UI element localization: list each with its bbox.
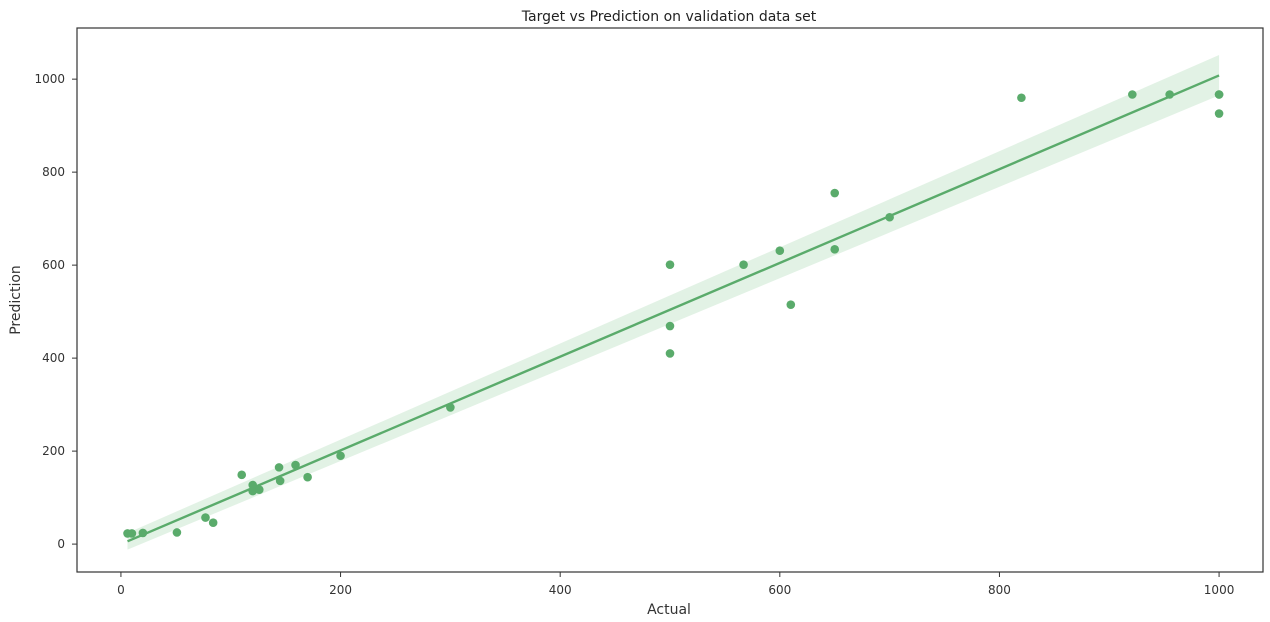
- data-point: [275, 476, 285, 486]
- y-tick-label: 0: [57, 537, 65, 551]
- data-point: [336, 451, 345, 461]
- data-point: [786, 300, 796, 309]
- data-point: [1214, 90, 1224, 99]
- chart-title: Target vs Prediction on validation data …: [521, 9, 817, 25]
- data-point: [885, 212, 894, 222]
- x-axis-label: Actual: [647, 602, 691, 618]
- data-point: [446, 403, 455, 412]
- data-point: [1165, 90, 1174, 99]
- y-tick-label: 600: [42, 258, 65, 272]
- data-point: [1017, 93, 1026, 103]
- data-point: [1128, 90, 1137, 99]
- x-tick-label: 0: [117, 583, 125, 597]
- regression-line: [127, 74, 1220, 543]
- data-point: [208, 518, 218, 528]
- data-point: [665, 321, 675, 331]
- data-point: [1214, 109, 1224, 118]
- x-tick-label: 400: [549, 583, 572, 597]
- data-point: [274, 463, 284, 472]
- y-tick-label: 200: [42, 444, 65, 458]
- x-tick-label: 200: [329, 583, 352, 597]
- data-point: [830, 188, 840, 198]
- y-tick-label: 400: [42, 351, 65, 365]
- data-point: [303, 472, 312, 482]
- data-point: [830, 245, 840, 254]
- confidence-band: [127, 54, 1220, 550]
- data-point: [775, 246, 785, 256]
- data-point: [237, 470, 247, 480]
- data-point: [291, 460, 300, 470]
- data-point: [127, 529, 137, 538]
- y-tick-label: 1000: [34, 72, 65, 86]
- data-point: [138, 528, 148, 538]
- data-point: [739, 260, 748, 269]
- x-tick-label: 800: [988, 583, 1011, 597]
- data-point: [201, 513, 210, 522]
- plot-frame: [76, 27, 1264, 573]
- data-point: [248, 480, 258, 490]
- data-point: [254, 485, 264, 495]
- data-point: [172, 528, 182, 537]
- data-point: [665, 349, 675, 358]
- data-point: [665, 260, 675, 269]
- x-tick-label: 1000: [1204, 583, 1235, 597]
- y-tick-label: 800: [42, 165, 65, 179]
- axis-ticks: 0 200 400 600 800 1000 0 200 400 600 800 1000: [34, 72, 1234, 597]
- y-axis-label: Prediction: [8, 265, 24, 335]
- x-tick-label: 600: [768, 583, 791, 597]
- data-point: [248, 486, 258, 496]
